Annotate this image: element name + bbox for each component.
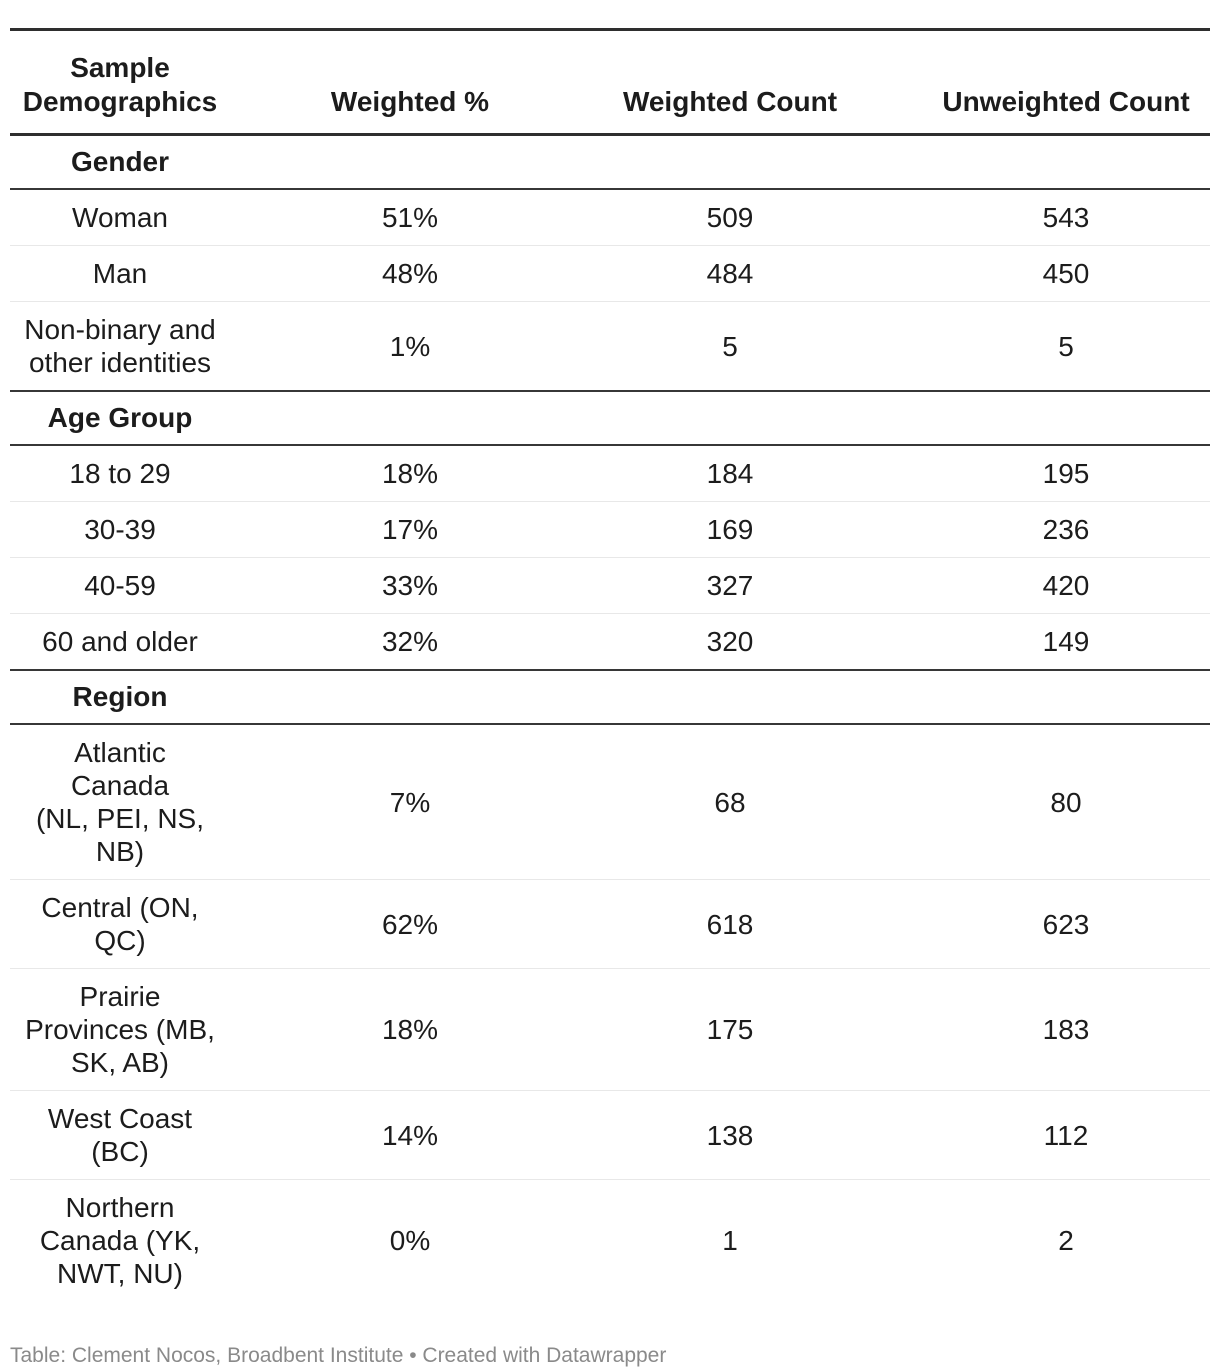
row-label: Prairie Provinces (MB, SK, AB) — [25, 981, 215, 1078]
cell-weighted-pct: 18% — [381, 458, 439, 489]
demographics-table: Sample Demographics Weighted % Weighted … — [10, 28, 1210, 1301]
table-row: Non-binary and other identities 1% 5 5 — [10, 301, 1210, 392]
cell-weighted-pct: 48% — [381, 258, 439, 289]
attribution-footer: Table: Clement Nocos, Broadbent Institut… — [10, 1343, 1210, 1369]
cell-weighted-count: 327 — [706, 570, 754, 601]
cell-unweighted-count: 623 — [1042, 908, 1090, 940]
table-header: Sample Demographics Weighted % Weighted … — [10, 29, 1210, 135]
cell-unweighted-count: 183 — [1042, 1014, 1090, 1045]
empty-cell — [230, 391, 590, 445]
section-title: Age Group — [47, 402, 193, 433]
table-row: Prairie Provinces (MB, SK, AB) 18% 175 1… — [10, 968, 1210, 1091]
table-row: Woman 51% 509 543 — [10, 189, 1210, 246]
cell-weighted-count: 68 — [714, 786, 746, 818]
cell-weighted-count: 509 — [706, 202, 754, 233]
section-row-age-group: Age Group — [10, 391, 1210, 445]
table-row: West Coast (BC) 14% 138 112 — [10, 1090, 1210, 1180]
header-weighted-pct: Weighted % — [330, 86, 490, 117]
section-row-region: Region — [10, 670, 1210, 724]
table-body: Gender Woman 51% 509 543 Man 48% 484 450… — [10, 134, 1210, 1302]
table-row: 40-59 33% 327 420 — [10, 557, 1210, 614]
row-label: Woman — [72, 202, 168, 233]
row-label: Man — [92, 258, 148, 289]
cell-weighted-pct: 0% — [389, 1225, 431, 1256]
attribution-text: Table: Clement Nocos, Broadbent Institut… — [10, 1344, 667, 1367]
empty-cell — [590, 135, 870, 190]
empty-cell — [870, 670, 1210, 724]
cell-weighted-count: 484 — [706, 258, 754, 289]
row-label: 40-59 — [84, 570, 156, 601]
cell-weighted-count: 5 — [722, 330, 738, 362]
header-weighted-count: Weighted Count — [622, 86, 838, 117]
section-title: Region — [72, 681, 168, 712]
section-row-gender: Gender — [10, 134, 1210, 190]
header-unweighted-count: Unweighted Count — [942, 86, 1190, 117]
header-sample-demographics: Sample Demographics — [22, 52, 218, 117]
cell-weighted-pct: 17% — [381, 514, 439, 545]
cell-unweighted-count: 112 — [1043, 1119, 1089, 1151]
row-label: Non-binary and other identities — [24, 314, 216, 378]
table-row: 18 to 29 18% 184 195 — [10, 445, 1210, 502]
cell-weighted-pct: 33% — [381, 570, 439, 601]
empty-cell — [230, 135, 590, 190]
cell-weighted-pct: 51% — [381, 202, 439, 233]
empty-cell — [590, 670, 870, 724]
row-label: Central (ON, QC) — [41, 892, 199, 956]
cell-weighted-count: 184 — [706, 458, 754, 489]
cell-unweighted-count: 543 — [1042, 202, 1090, 233]
cell-weighted-count: 1 — [722, 1225, 738, 1256]
cell-unweighted-count: 236 — [1042, 514, 1090, 545]
empty-cell — [230, 670, 590, 724]
row-label: West Coast (BC) — [47, 1103, 193, 1167]
cell-unweighted-count: 195 — [1042, 458, 1090, 489]
row-label: 18 to 29 — [69, 458, 171, 489]
cell-weighted-count: 138 — [706, 1119, 754, 1151]
cell-unweighted-count: 450 — [1042, 258, 1090, 289]
cell-weighted-count: 320 — [706, 626, 754, 657]
row-label: 30-39 — [84, 514, 156, 545]
cell-unweighted-count: 149 — [1042, 626, 1090, 657]
table-row: Central (ON, QC) 62% 618 623 — [10, 879, 1210, 969]
table-row: 60 and older 32% 320 149 — [10, 613, 1210, 671]
header-row: Sample Demographics Weighted % Weighted … — [10, 29, 1210, 135]
empty-cell — [870, 391, 1210, 445]
cell-weighted-count: 618 — [706, 908, 754, 940]
table-row: 30-39 17% 169 236 — [10, 501, 1210, 558]
row-label: Northern Canada (YK, NWT, NU) — [39, 1192, 201, 1289]
table-row: Atlantic Canada (NL, PEI, NS, NB) 7% 68 … — [10, 724, 1210, 880]
table-row: Northern Canada (YK, NWT, NU) 0% 1 2 — [10, 1179, 1210, 1302]
cell-weighted-pct: 62% — [381, 908, 439, 940]
cell-unweighted-count: 2 — [1058, 1225, 1074, 1256]
cell-unweighted-count: 80 — [1050, 786, 1082, 818]
cell-weighted-pct: 14% — [381, 1119, 439, 1151]
cell-unweighted-count: 420 — [1042, 570, 1090, 601]
cell-weighted-count: 169 — [706, 514, 754, 545]
cell-weighted-pct: 7% — [389, 786, 431, 818]
empty-cell — [870, 135, 1210, 190]
cell-unweighted-count: 5 — [1058, 330, 1074, 362]
cell-weighted-pct: 18% — [381, 1014, 439, 1045]
cell-weighted-count: 175 — [706, 1014, 754, 1045]
table-row: Man 48% 484 450 — [10, 245, 1210, 302]
row-label: Atlantic Canada (NL, PEI, NS, NB) — [35, 737, 205, 867]
row-label: 60 and older — [42, 626, 198, 657]
cell-weighted-pct: 1% — [389, 330, 431, 362]
cell-weighted-pct: 32% — [381, 626, 439, 657]
empty-cell — [590, 391, 870, 445]
section-title: Gender — [70, 146, 170, 177]
